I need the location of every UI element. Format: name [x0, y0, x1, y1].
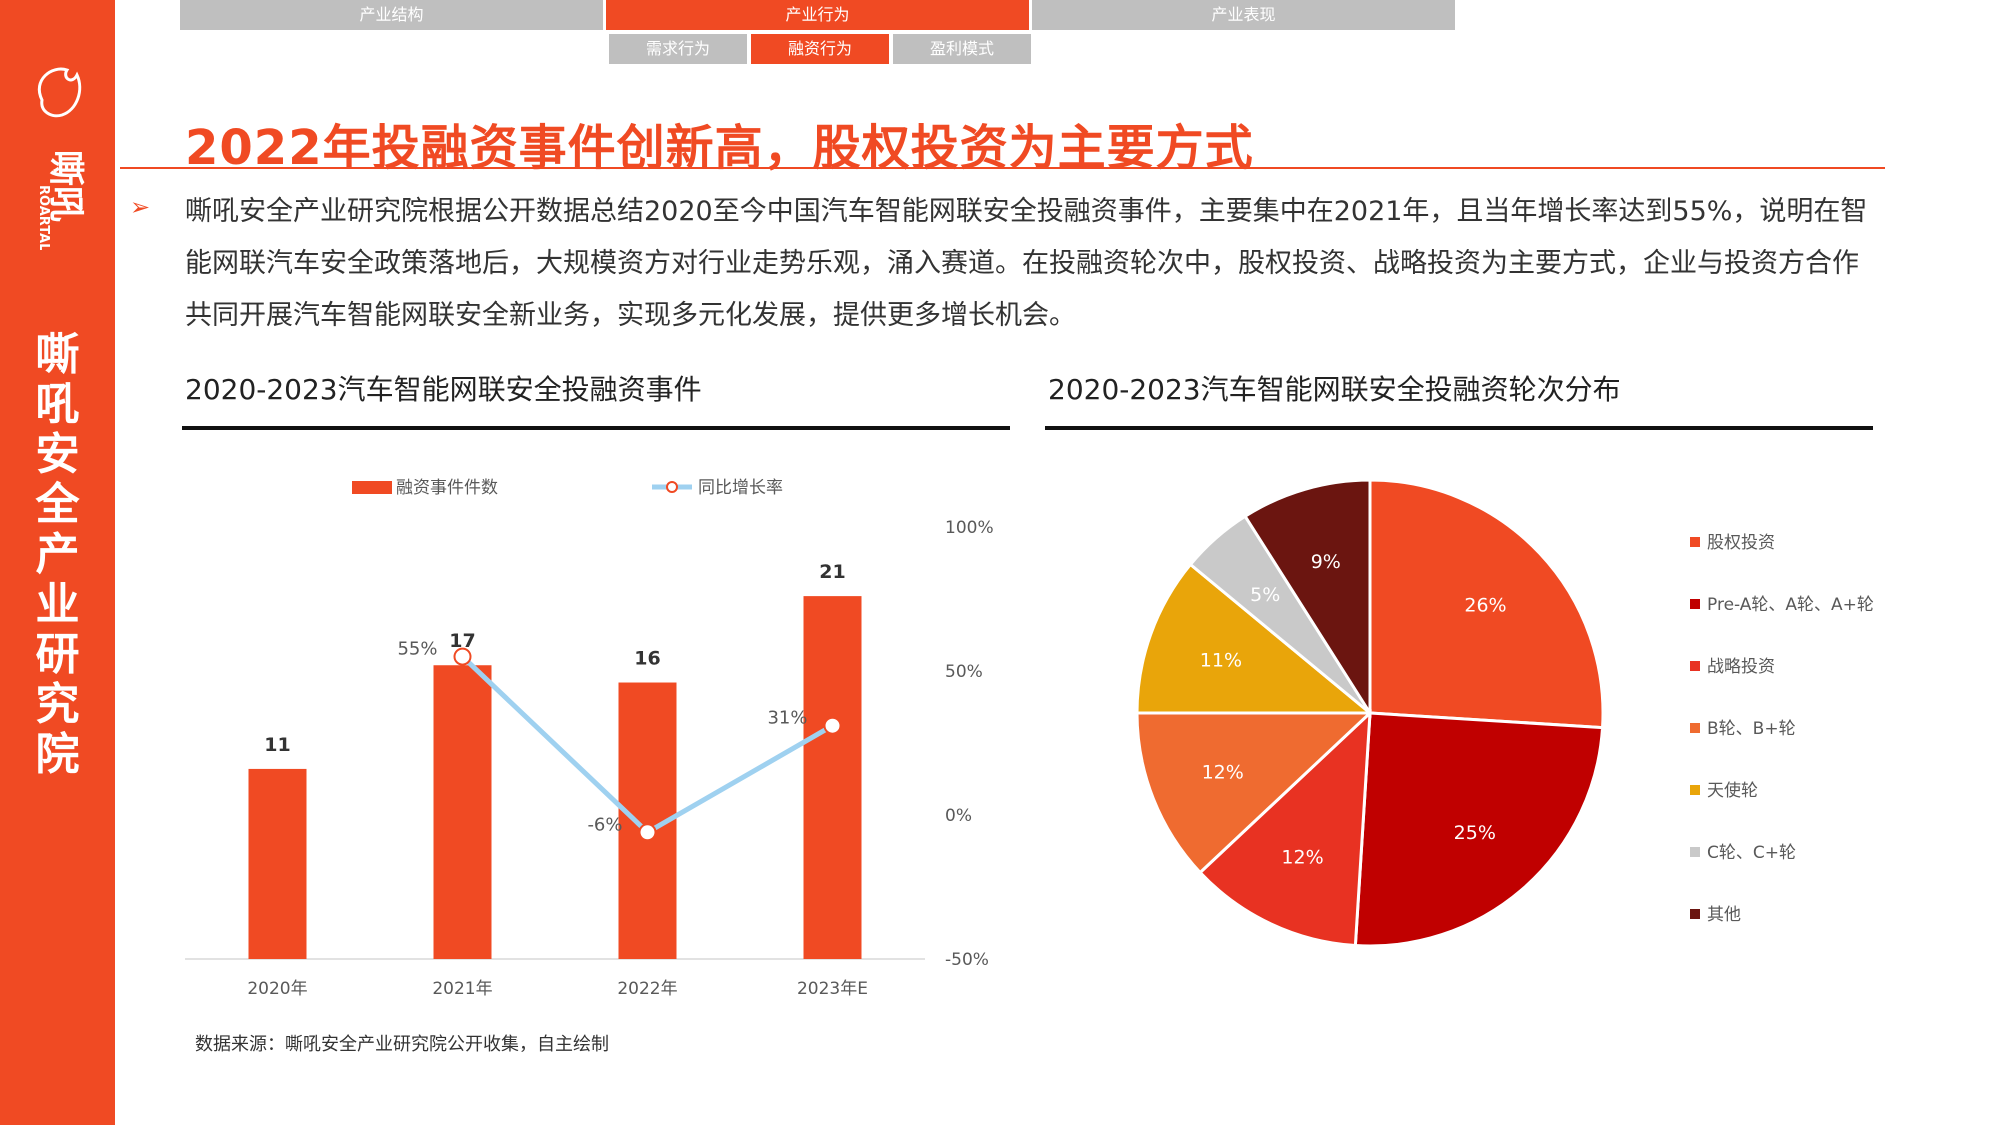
- brand-char: 全: [35, 479, 80, 530]
- bar: [433, 665, 492, 959]
- bar-value-label: 16: [634, 648, 660, 670]
- nav-subtab-demand[interactable]: 需求行为: [609, 34, 747, 64]
- summary-paragraph: 嘶吼安全产业研究院根据公开数据总结2020至今中国汽车智能网联安全投融资事件，主…: [185, 196, 1868, 331]
- growth-rate-point: [453, 647, 472, 666]
- legend-line-marker: [666, 481, 678, 493]
- nav-subtab-profit[interactable]: 盈利模式: [893, 34, 1031, 64]
- data-source-note: 数据来源：嘶吼安全产业研究院公开收集，自主绘制: [195, 1034, 609, 1055]
- bullet-arrow-icon: ➢: [130, 193, 151, 221]
- x-tick-label: 2023年E: [797, 979, 868, 999]
- bar: [248, 768, 307, 959]
- brand-char: 研: [35, 629, 80, 680]
- bar-chart-title: 2020-2023汽车智能网联安全投融资事件: [185, 373, 702, 406]
- bar-value-label: 17: [449, 630, 475, 652]
- growth-rate-label: 55%: [397, 639, 437, 660]
- y2-tick-label: 0%: [945, 806, 972, 826]
- x-tick-label: 2021年: [432, 979, 492, 999]
- legend-line-label: 同比增长率: [698, 478, 783, 498]
- nav-tab-performance[interactable]: 产业表现: [1032, 0, 1455, 30]
- nav-tab-behavior[interactable]: 产业行为: [606, 0, 1029, 30]
- pie-chart-title: 2020-2023汽车智能网联安全投融资轮次分布: [1048, 373, 1621, 406]
- nav-subtab-financing[interactable]: 融资行为: [751, 34, 889, 64]
- brand-vertical-name: 嘶吼安全产业研究院: [15, 330, 100, 780]
- bar-value-label: 21: [819, 561, 845, 583]
- logo-text: 嘶吼: [45, 150, 86, 222]
- brand-sidebar: ROARTALK 嘶吼 嘶吼安全产业研究院: [0, 0, 115, 1125]
- brand-char: 究: [35, 679, 80, 730]
- growth-rate-point: [823, 716, 842, 735]
- nav-tab-structure[interactable]: 产业结构: [180, 0, 603, 30]
- growth-rate-point: [638, 823, 657, 842]
- y2-tick-label: 50%: [945, 662, 983, 682]
- legend-bar-label: 融资事件件数: [396, 478, 498, 498]
- page-title: 2022年投融资事件创新高，股权投资为主要方式: [185, 120, 1254, 176]
- x-tick-label: 2022年: [617, 979, 677, 999]
- legend-bar-swatch: [352, 481, 392, 494]
- growth-rate-label: -6%: [587, 814, 622, 835]
- bar-chart-rule: [182, 426, 1010, 430]
- x-tick-label: 2020年: [247, 979, 307, 999]
- y2-tick-label: 100%: [945, 518, 994, 538]
- roartalk-logo: ROARTALK 嘶吼: [36, 67, 86, 250]
- brand-char: 吼: [35, 379, 80, 430]
- y2-tick-label: -50%: [945, 950, 989, 970]
- pie-chart-rule: [1045, 426, 1873, 430]
- bar-value-label: 11: [264, 734, 290, 756]
- section-nav: 产业结构 产业行为 产业表现 需求行为 融资行为 盈利模式: [180, 0, 1455, 64]
- brand-char: 产: [35, 529, 80, 580]
- bar: [803, 596, 862, 959]
- growth-rate-label: 31%: [767, 708, 807, 729]
- brand-char: 院: [35, 729, 80, 780]
- brand-char: 嘶: [35, 329, 80, 380]
- brand-char: 业: [35, 579, 80, 630]
- brand-char: 安: [35, 429, 80, 480]
- logo-sub-text: ROARTALK: [36, 185, 51, 250]
- title-underline: [120, 167, 1885, 169]
